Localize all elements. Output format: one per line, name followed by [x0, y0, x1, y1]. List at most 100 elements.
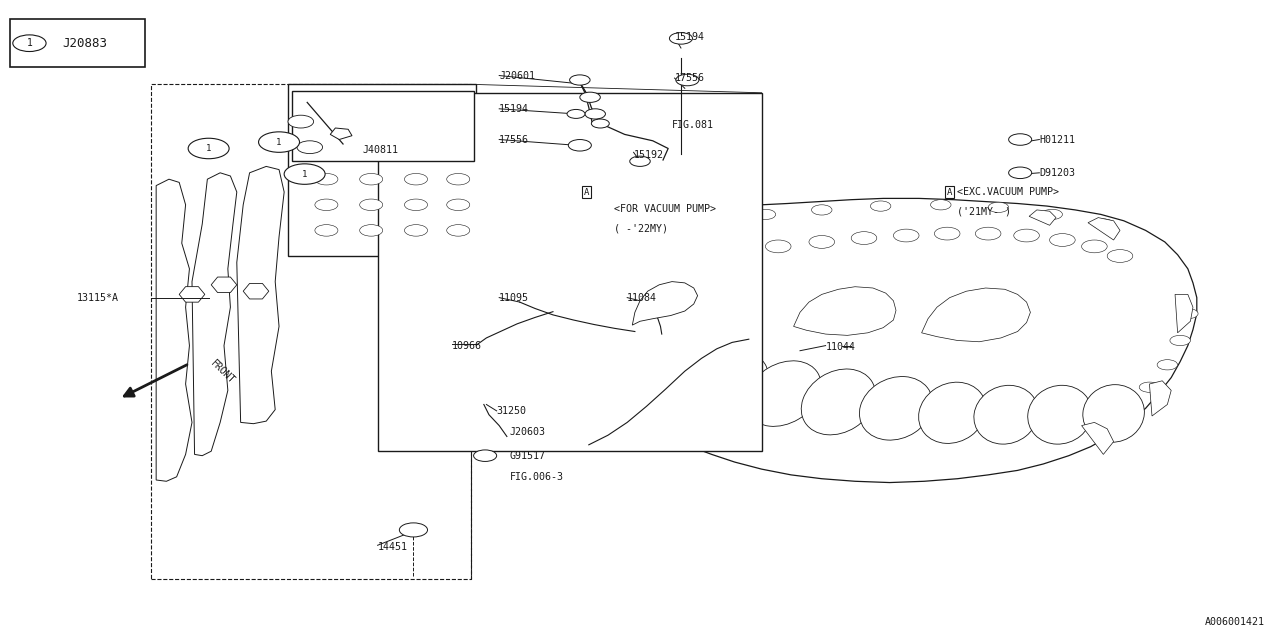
- Polygon shape: [1082, 422, 1114, 454]
- Ellipse shape: [691, 353, 768, 415]
- Circle shape: [556, 291, 571, 298]
- Circle shape: [315, 100, 338, 111]
- Polygon shape: [243, 284, 269, 299]
- Circle shape: [1042, 209, 1062, 220]
- Circle shape: [399, 131, 415, 138]
- Circle shape: [360, 173, 383, 185]
- Circle shape: [259, 132, 300, 152]
- Text: 14451: 14451: [378, 542, 407, 552]
- Circle shape: [704, 222, 724, 232]
- Polygon shape: [1088, 218, 1120, 240]
- Circle shape: [517, 131, 532, 138]
- Circle shape: [660, 163, 676, 170]
- Text: 17556: 17556: [499, 134, 529, 145]
- Circle shape: [643, 360, 663, 370]
- Circle shape: [1014, 229, 1039, 242]
- Polygon shape: [192, 173, 237, 456]
- Circle shape: [556, 259, 571, 266]
- Circle shape: [676, 74, 699, 86]
- Circle shape: [669, 33, 692, 44]
- Circle shape: [1009, 167, 1032, 179]
- Circle shape: [975, 227, 1001, 240]
- Circle shape: [288, 115, 314, 128]
- Circle shape: [703, 239, 718, 247]
- Circle shape: [626, 195, 641, 202]
- Circle shape: [1139, 382, 1160, 392]
- Text: FRONT: FRONT: [209, 358, 237, 387]
- Circle shape: [284, 164, 325, 184]
- Circle shape: [723, 250, 749, 262]
- Circle shape: [626, 291, 641, 298]
- Circle shape: [812, 205, 832, 215]
- Circle shape: [1082, 240, 1107, 253]
- Polygon shape: [659, 268, 742, 317]
- Circle shape: [479, 259, 494, 266]
- Circle shape: [728, 156, 744, 164]
- Circle shape: [315, 173, 338, 185]
- Circle shape: [13, 35, 46, 52]
- Ellipse shape: [1083, 385, 1144, 442]
- Circle shape: [399, 163, 415, 170]
- Polygon shape: [794, 287, 896, 335]
- Circle shape: [591, 119, 609, 128]
- Ellipse shape: [919, 382, 986, 444]
- Circle shape: [893, 229, 919, 242]
- Circle shape: [360, 148, 383, 159]
- Circle shape: [556, 163, 571, 170]
- Bar: [10, 19, 145, 67]
- Circle shape: [591, 259, 607, 266]
- Circle shape: [703, 175, 718, 183]
- Circle shape: [517, 227, 532, 234]
- Circle shape: [556, 227, 571, 234]
- Text: FIG.006-3: FIG.006-3: [509, 472, 563, 482]
- Circle shape: [440, 291, 456, 298]
- Circle shape: [479, 291, 494, 298]
- Circle shape: [404, 148, 428, 159]
- Polygon shape: [330, 128, 352, 140]
- Circle shape: [479, 227, 494, 234]
- Circle shape: [447, 225, 470, 236]
- Bar: [288, 84, 476, 256]
- Circle shape: [188, 138, 229, 159]
- Circle shape: [591, 163, 607, 170]
- Circle shape: [660, 291, 676, 298]
- Circle shape: [567, 109, 585, 118]
- Text: <FOR VACUUM PUMP>: <FOR VACUUM PUMP>: [614, 204, 717, 214]
- Polygon shape: [156, 179, 192, 481]
- Circle shape: [703, 207, 718, 215]
- Circle shape: [660, 131, 676, 138]
- Circle shape: [399, 227, 415, 234]
- Circle shape: [809, 236, 835, 248]
- Circle shape: [440, 163, 456, 170]
- Circle shape: [755, 209, 776, 220]
- Circle shape: [626, 259, 641, 266]
- Circle shape: [931, 200, 951, 210]
- Text: A006001421: A006001421: [1204, 617, 1265, 627]
- Circle shape: [666, 308, 686, 319]
- Circle shape: [517, 163, 532, 170]
- Circle shape: [626, 227, 641, 234]
- Circle shape: [988, 202, 1009, 212]
- Circle shape: [479, 195, 494, 202]
- Text: A: A: [947, 188, 952, 196]
- Circle shape: [728, 252, 744, 260]
- Circle shape: [851, 232, 877, 244]
- Circle shape: [447, 100, 470, 111]
- Circle shape: [765, 240, 791, 253]
- Circle shape: [568, 140, 591, 151]
- Circle shape: [474, 450, 497, 461]
- Circle shape: [440, 227, 456, 234]
- Circle shape: [660, 227, 676, 234]
- Text: 11044: 11044: [826, 342, 855, 352]
- Circle shape: [1178, 308, 1198, 319]
- Polygon shape: [294, 93, 471, 250]
- Circle shape: [360, 122, 383, 134]
- Ellipse shape: [801, 369, 876, 435]
- Text: 10966: 10966: [452, 340, 481, 351]
- Circle shape: [591, 227, 607, 234]
- Ellipse shape: [974, 385, 1038, 444]
- Polygon shape: [1149, 381, 1171, 416]
- Text: <EXC.VACUUM PUMP>: <EXC.VACUUM PUMP>: [957, 187, 1060, 197]
- Text: 1: 1: [206, 144, 211, 153]
- Polygon shape: [604, 198, 1197, 483]
